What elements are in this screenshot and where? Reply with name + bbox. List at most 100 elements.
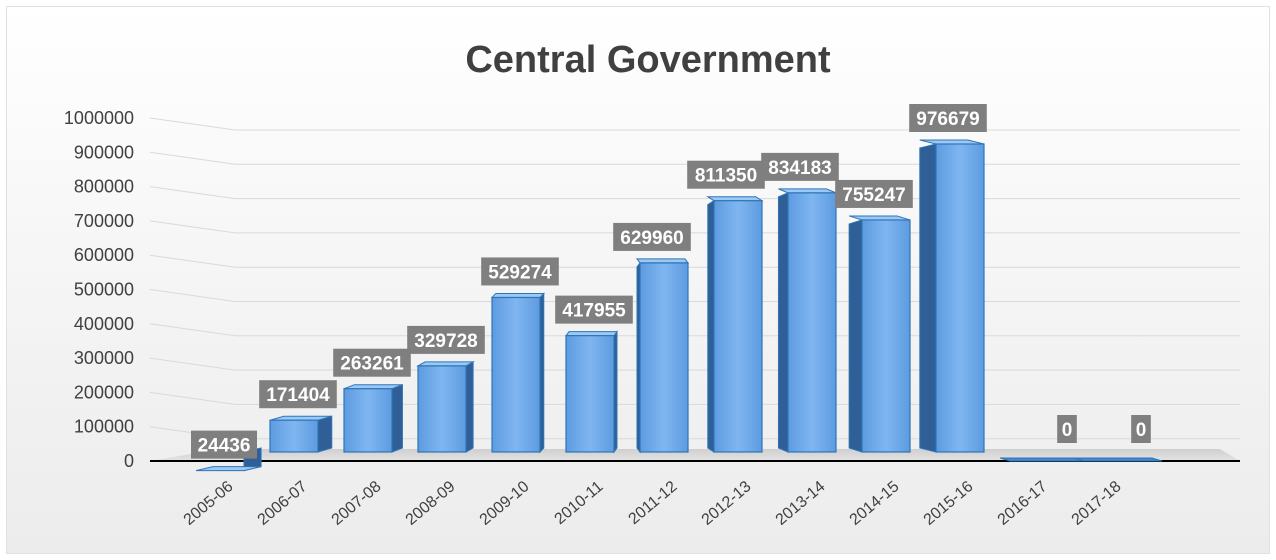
data-label-text: 171404 [266, 385, 330, 406]
y-tick-label: 300000 [74, 348, 134, 368]
data-label: 171404 [259, 380, 337, 409]
x-tick-label: 2016-17 [995, 478, 1051, 529]
x-tick-label: 2005-06 [181, 478, 237, 529]
x-tick-label: 2007-08 [329, 478, 385, 529]
data-label-box [835, 179, 913, 208]
bar-front [269, 419, 319, 453]
bar-side [848, 219, 863, 453]
gridline [149, 323, 1240, 337]
x-tick-label: 2009-10 [477, 478, 533, 529]
gridline [149, 289, 1240, 302]
data-label-box [407, 325, 485, 354]
data-label-box [481, 257, 559, 286]
bar-flat [1073, 457, 1163, 462]
data-label-text: 417955 [562, 301, 626, 322]
y-tick-label: 0 [124, 451, 134, 471]
data-label-text: 329728 [414, 331, 477, 352]
data-label: 0 [1131, 415, 1151, 443]
bar [343, 383, 403, 453]
data-label-box [613, 222, 691, 251]
x-tick-label: 2015-16 [921, 478, 977, 529]
y-axis: 0 100000 200000 300000 400000 500000 600000 700… [64, 108, 134, 471]
bar [848, 215, 911, 453]
bar-front [417, 365, 467, 453]
data-label: 834183 [761, 152, 839, 181]
bar-top [706, 196, 764, 202]
bar-top [636, 258, 689, 264]
y-tick-label: 600000 [74, 245, 134, 265]
y-tick-label: 500000 [74, 280, 134, 300]
gridline [149, 254, 1240, 268]
data-label: 629960 [613, 222, 691, 251]
data-label-box [191, 430, 257, 459]
gridline [149, 151, 1240, 165]
bar-side [317, 415, 333, 453]
bar [706, 196, 764, 453]
y-tick-label: 800000 [74, 177, 134, 197]
data-label-text: 0 [1062, 420, 1073, 441]
data-label-text: 0 [1136, 420, 1147, 441]
data-label-text: 834183 [768, 158, 831, 179]
bar-front [935, 143, 985, 453]
bar [565, 330, 618, 454]
data-label-box [1057, 415, 1077, 443]
x-axis: 2005-06 2006-07 2007-08 2008-09 2009-10 2010-… [181, 478, 1125, 529]
data-labels: 24436 171404 263261 329728 529274 417955 62996… [191, 103, 1151, 459]
data-label: 417955 [555, 295, 633, 324]
gridline [149, 357, 1240, 371]
data-label-text: 529274 [488, 262, 552, 283]
x-tick-label: 2013-14 [773, 478, 829, 529]
data-label: 811350 [687, 160, 765, 189]
data-label: 24436 [191, 430, 257, 459]
data-label: 263261 [333, 348, 411, 377]
chart-title: Central Government [465, 39, 831, 81]
data-label: 976679 [909, 103, 987, 132]
gridline [149, 117, 1240, 131]
y-tick-label: 900000 [74, 142, 134, 162]
bar-side [707, 199, 715, 453]
x-tick-label: 2012-13 [699, 478, 755, 529]
data-label-text: 811350 [695, 166, 757, 187]
data-label-box [259, 380, 337, 409]
data-label: 0 [1057, 415, 1077, 443]
bar [269, 415, 333, 453]
bar-front [787, 192, 837, 453]
bar-front [343, 388, 393, 453]
bar [919, 139, 985, 453]
bar-top [195, 466, 262, 472]
data-label-box [909, 103, 987, 132]
x-tick-label: 2008-09 [403, 478, 459, 529]
bar-side [777, 192, 789, 453]
y-tick-label: 100000 [74, 417, 134, 437]
bar-side [919, 143, 937, 453]
data-label: 755247 [835, 179, 913, 208]
bar [777, 188, 837, 453]
bar [416, 361, 476, 453]
y-tick-label: 200000 [74, 382, 134, 402]
y-tick-label: 700000 [74, 211, 134, 231]
bar [636, 258, 689, 454]
x-tick-label: 2014-15 [847, 478, 903, 529]
bar-top [565, 331, 618, 337]
y-tick-label: 400000 [74, 314, 134, 334]
data-label-box [761, 152, 839, 181]
x-tick-label: 2010-11 [552, 478, 607, 528]
bar-front [639, 262, 689, 453]
x-tick-label: 2017-18 [1069, 478, 1125, 529]
data-label-text: 755247 [842, 185, 905, 206]
data-label-box [687, 160, 765, 189]
bar-front [491, 296, 541, 453]
bars [195, 139, 1163, 472]
bar-top [778, 188, 837, 194]
bar [1073, 457, 1163, 462]
data-label-text: 976679 [916, 109, 979, 130]
data-label-box [1131, 415, 1151, 443]
data-label-box [555, 295, 633, 324]
bar-front [861, 219, 911, 453]
bar-side [465, 361, 474, 453]
data-label-text: 24436 [198, 436, 251, 457]
x-tick-label: 2006-07 [255, 478, 311, 529]
y-tick-label: 1000000 [64, 108, 134, 128]
gridline [149, 220, 1240, 234]
